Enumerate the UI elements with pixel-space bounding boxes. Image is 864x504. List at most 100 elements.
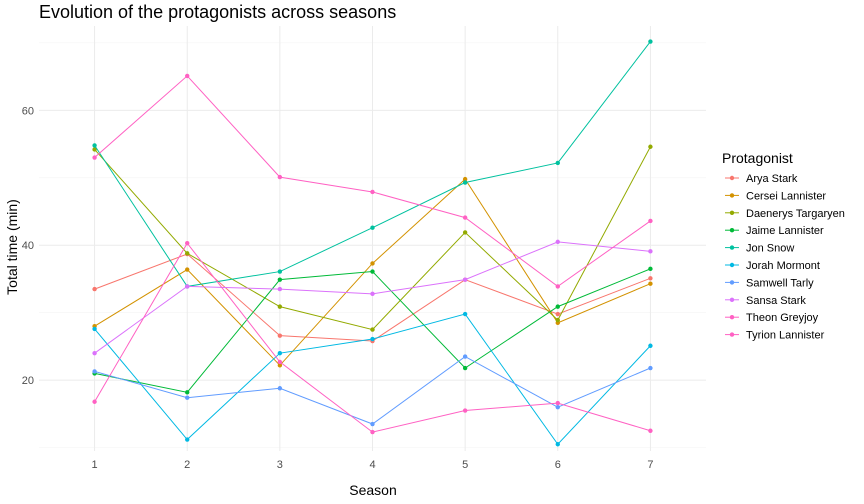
data-point [370, 336, 375, 342]
data-point [370, 261, 375, 266]
data-point [555, 317, 560, 323]
data-point [277, 386, 283, 391]
legend-key-point [729, 280, 735, 285]
data-point [462, 311, 468, 317]
x-axis-title: Season [349, 482, 396, 498]
tick-labels: 20 40 60 1 2 3 4 5 6 7 [22, 105, 654, 471]
data-point [277, 174, 283, 180]
legend-label: Theon Greyjoy [746, 312, 819, 324]
data-point [277, 333, 283, 338]
legend-item: Arya Stark [725, 173, 798, 185]
data-point [648, 218, 653, 224]
data-point [648, 428, 653, 433]
y-tick-label: 40 [22, 240, 34, 252]
data-point [462, 277, 468, 282]
data-point [277, 277, 283, 282]
grid [39, 26, 706, 451]
legend-item: Jon Snow [725, 243, 794, 255]
legend-key-point [729, 210, 735, 215]
data-point [185, 284, 190, 289]
legend-item: Jaime Lannister [725, 225, 824, 237]
legend-item: Sansa Stark [725, 295, 806, 307]
legend-label: Sansa Stark [746, 295, 806, 307]
legend-key-point [729, 315, 735, 320]
legend-key-point [729, 297, 735, 302]
x-tick-label: 4 [369, 459, 375, 471]
data-point [370, 291, 375, 297]
legend-key-point [729, 332, 735, 337]
data-point [185, 437, 190, 442]
data-point [92, 155, 97, 160]
data-point [370, 429, 375, 435]
legend-key-point [729, 228, 735, 233]
series-tyrion-lannister [92, 73, 653, 289]
data-point [92, 286, 97, 292]
data-point [462, 408, 468, 413]
data-point [185, 73, 190, 79]
x-tick-label: 7 [647, 459, 653, 471]
chart-title: Evolution of the protagonists across sea… [39, 2, 396, 22]
data-point [370, 189, 375, 195]
legend-label: Daenerys Targaryen [746, 208, 845, 220]
data-point [92, 369, 97, 374]
data-point [462, 230, 468, 235]
data-point [555, 400, 560, 406]
data-point [555, 284, 560, 289]
data-point [370, 327, 375, 332]
x-tick-label: 6 [555, 459, 561, 471]
data-point [555, 160, 560, 166]
data-point [185, 267, 190, 272]
data-point [185, 390, 190, 395]
data-point [555, 311, 560, 317]
data-point [462, 180, 468, 185]
data-point [648, 365, 653, 371]
legend-label: Jon Snow [746, 243, 794, 255]
legend-key-point [729, 175, 735, 181]
data-point [185, 241, 190, 246]
data-point [277, 363, 283, 368]
data-point [648, 343, 653, 348]
data-point [277, 359, 283, 365]
x-tick-label: 5 [462, 459, 468, 471]
legend-label: Tyrion Lannister [746, 330, 825, 342]
legend-item: Daenerys Targaryen [725, 208, 845, 220]
legend-label: Samwell Tarly [746, 277, 814, 289]
data-point [555, 442, 560, 447]
legend-item: Tyrion Lannister [725, 330, 825, 342]
data-point [92, 143, 97, 148]
data-point [648, 281, 653, 286]
legend-label: Cersei Lannister [746, 190, 826, 202]
data-point [92, 147, 97, 152]
data-point [370, 269, 375, 274]
series-theon-greyjoy [92, 241, 653, 435]
data-point [370, 225, 375, 230]
data-point [277, 286, 283, 292]
legend-title: Protagonist [722, 150, 793, 166]
x-tick-label: 2 [184, 459, 190, 471]
data-point [648, 144, 653, 149]
legend-label: Jorah Mormont [746, 260, 820, 272]
data-point [92, 350, 97, 356]
legend-key-point [729, 193, 735, 198]
series-daenerys-targaryen [92, 144, 653, 332]
legend-items: Arya Stark Cersei Lannister Daenerys Targa… [725, 173, 845, 342]
y-tick-label: 60 [22, 105, 34, 117]
data-point [555, 404, 560, 410]
legend-key-point [729, 262, 735, 268]
series-layer [92, 39, 653, 447]
data-point [462, 354, 468, 359]
data-point [648, 249, 653, 254]
series-jaime-lannister [92, 266, 653, 395]
data-point [185, 395, 190, 400]
data-point [370, 421, 375, 427]
y-axis-title: Total time (min) [4, 199, 20, 295]
legend-key-point [729, 245, 735, 250]
legend: Protagonist Arya Stark Cersei Lannister Da… [722, 150, 845, 342]
legend-label: Jaime Lannister [746, 225, 824, 237]
x-tick-label: 1 [92, 459, 98, 471]
series-jorah-mormont [92, 311, 653, 447]
data-point [462, 365, 468, 371]
data-point [648, 39, 653, 44]
legend-item: Samwell Tarly [725, 277, 814, 289]
